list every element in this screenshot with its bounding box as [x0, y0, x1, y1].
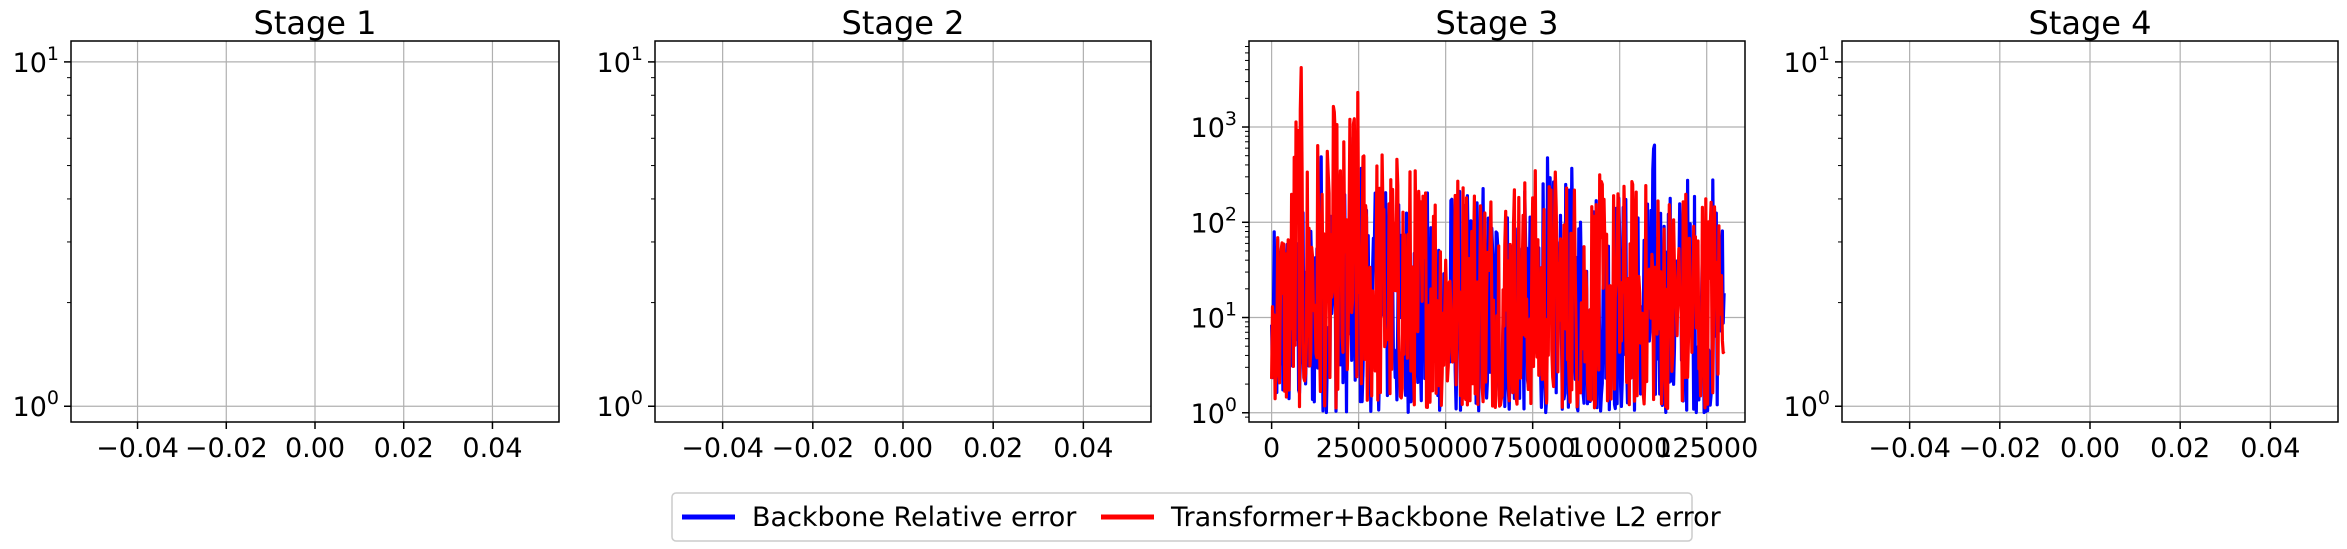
ytick-label: 101 [597, 43, 643, 79]
xtick-label: −0.04 [96, 433, 179, 464]
ytick-exponent: 3 [1225, 108, 1237, 130]
ytick-label: 100 [1784, 387, 1830, 423]
legend-frame [671, 492, 1693, 542]
ytick-label: 100 [1191, 394, 1237, 430]
xtick-label: 0.04 [2240, 433, 2300, 464]
xtick-label: −0.02 [771, 433, 854, 464]
ytick-label: 101 [13, 43, 59, 79]
ytick-label: 100 [13, 387, 59, 423]
xtick-label: 0.02 [2150, 433, 2210, 464]
ytick-label: 100 [597, 387, 643, 423]
ytick-exponent: 0 [47, 387, 59, 409]
xtick-label: 0.00 [2060, 433, 2120, 464]
xtick-label: 125000 [1655, 433, 1758, 464]
ytick-exponent: 1 [631, 43, 643, 65]
ytick-label: 101 [1191, 299, 1237, 335]
ytick-exponent: 2 [1225, 203, 1237, 225]
xtick-label: 0 [1263, 433, 1280, 464]
panel-title: Stage 3 [1436, 4, 1559, 42]
xtick-label: 50000 [1403, 433, 1489, 464]
panel-1: −0.04 −0.02 0.00 0.02 0.04 100 101 Stage 1 [13, 4, 560, 464]
panel-4: −0.04 −0.02 0.00 0.02 0.04 100 101 Stage 4 [1784, 4, 2339, 464]
ytick-label: 102 [1191, 203, 1237, 239]
xtick-label: 0.04 [462, 433, 522, 464]
xtick-label: 0.04 [1053, 433, 1113, 464]
xtick-label: −0.04 [1868, 433, 1951, 464]
legend: Backbone Relative error Transformer+Back… [671, 492, 1722, 542]
xtick-label: −0.02 [1958, 433, 2041, 464]
xtick-label: 25000 [1316, 433, 1402, 464]
xtick-label: 0.00 [873, 433, 933, 464]
panel-title: Stage 1 [254, 4, 377, 42]
legend-label-transformer: Transformer+Backbone Relative L2 error [1170, 502, 1722, 533]
xtick-label: −0.02 [185, 433, 268, 464]
ytick-exponent: 1 [1225, 299, 1237, 321]
ytick-label: 101 [1784, 43, 1830, 79]
xtick-label: −0.04 [681, 433, 764, 464]
xtick-label: 100000 [1568, 433, 1671, 464]
ytick-exponent: 0 [631, 387, 643, 409]
ytick-exponent: 1 [1818, 43, 1830, 65]
xtick-label: 0.02 [963, 433, 1023, 464]
ytick-exponent: 0 [1225, 394, 1237, 416]
panel-3: 0 25000 50000 75000100000125000100101102103… [1191, 4, 1759, 464]
series-transformer-line [1270, 66, 1726, 410]
xtick-label: 0.02 [374, 433, 434, 464]
ytick-label: 103 [1191, 108, 1237, 144]
panel-title: Stage 4 [2029, 4, 2152, 42]
panel-title: Stage 2 [842, 4, 965, 42]
xtick-label: 0.00 [285, 433, 345, 464]
ytick-exponent: 0 [1818, 387, 1830, 409]
xtick-label: 75000 [1490, 433, 1576, 464]
panel-2: −0.04 −0.02 0.00 0.02 0.04 100 101 Stage 2 [597, 4, 1152, 464]
legend-label-backbone: Backbone Relative error [752, 502, 1077, 533]
ytick-exponent: 1 [47, 43, 59, 65]
